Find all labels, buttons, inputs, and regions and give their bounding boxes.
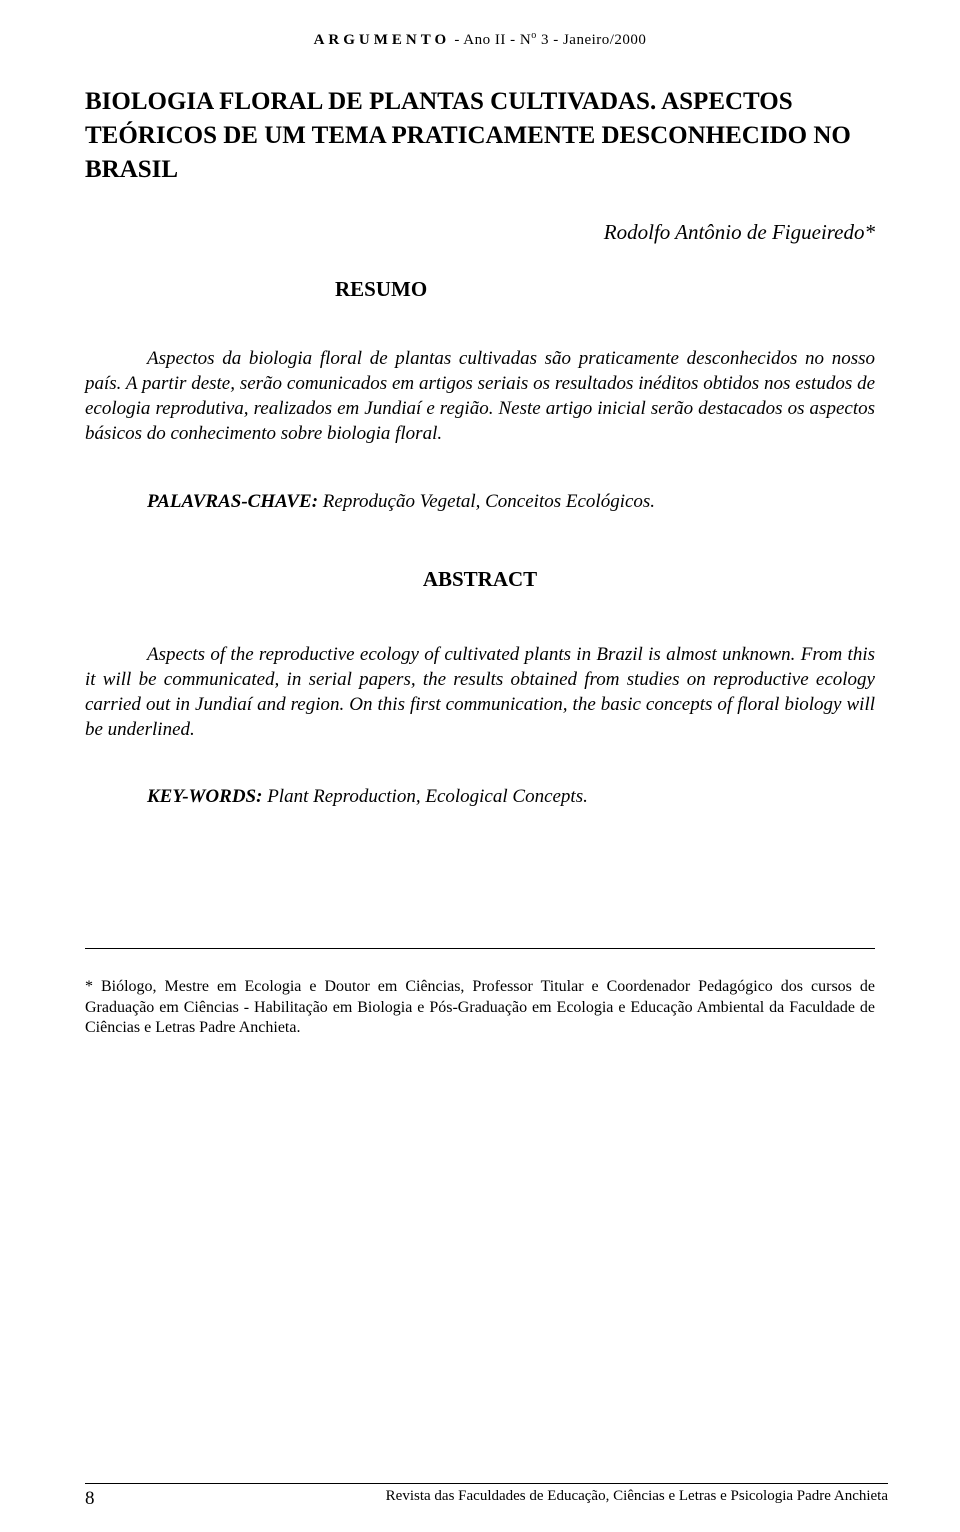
header-separator: -: [450, 32, 463, 48]
page-number: 8: [85, 1488, 95, 1509]
header-issue-rest: 3 - Janeiro/2000: [537, 32, 647, 48]
page-footer: 8 Revista das Faculdades de Educação, Ci…: [85, 1488, 888, 1510]
key-words: KEY-WORDS: Plant Reproduction, Ecologica…: [85, 786, 875, 808]
header-journal-abbrev: ARGUMENTO: [314, 32, 451, 48]
author-name: Rodolfo Antônio de Figueiredo*: [85, 220, 875, 245]
running-header: ARGUMENTO - Ano II - No 3 - Janeiro/2000: [85, 30, 875, 49]
palavras-chave-label: PALAVRAS-CHAVE:: [147, 491, 318, 512]
abstract-body: Aspects of the reproductive ecology of c…: [85, 642, 875, 742]
key-words-text: Plant Reproduction, Ecological Concepts.: [262, 786, 587, 807]
footnote-divider: [85, 948, 875, 949]
key-words-label: KEY-WORDS:: [147, 786, 262, 807]
resumo-body: Aspectos da biologia floral de plantas c…: [85, 346, 875, 446]
author-footnote: * Biólogo, Mestre em Ecologia e Doutor e…: [85, 977, 875, 1039]
palavras-chave: PALAVRAS-CHAVE: Reprodução Vegetal, Conc…: [85, 491, 875, 513]
header-issue: Ano II - N: [463, 32, 531, 48]
palavras-chave-text: Reprodução Vegetal, Conceitos Ecológicos…: [318, 491, 655, 512]
resumo-heading: RESUMO: [85, 277, 875, 302]
footer-journal-name: Revista das Faculdades de Educação, Ciên…: [386, 1488, 888, 1505]
footer-rule: [85, 1483, 888, 1484]
abstract-heading: ABSTRACT: [85, 567, 875, 592]
article-title: BIOLOGIA FLORAL DE PLANTAS CULTIVADAS. A…: [85, 85, 875, 186]
